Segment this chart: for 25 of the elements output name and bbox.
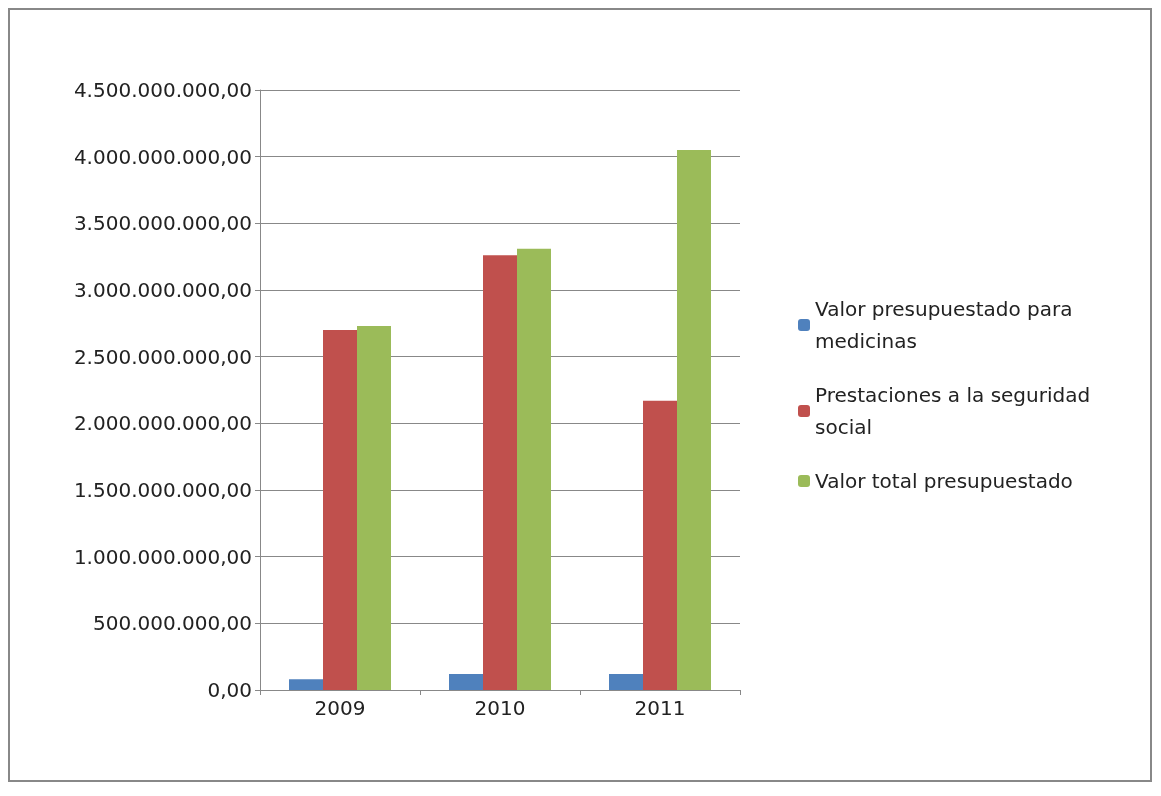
y-tick-label: 2.500.000.000,00: [73, 344, 252, 369]
x-tick-label: 2009: [314, 696, 366, 720]
y-tick-label: 3.500.000.000,00: [73, 211, 252, 236]
y-tick-label: 1.000.000.000,00: [73, 544, 252, 569]
y-tick-label: 0,00: [207, 678, 252, 702]
bar: [323, 330, 357, 690]
bar: [483, 255, 517, 690]
y-tick-label: 4.500.000.000,00: [73, 78, 252, 102]
x-tick-label: 2010: [474, 696, 526, 720]
y-tick-label: 4.000.000.000,00: [73, 144, 252, 169]
bar: [357, 326, 391, 690]
legend-label: Valor total presupuestado: [815, 469, 1073, 493]
bar: [677, 150, 711, 690]
y-tick-label: 3.000.000.000,00: [73, 278, 252, 302]
y-tick-label: 1.500.000.000,00: [73, 478, 252, 502]
bar: [643, 400, 677, 690]
x-tick-label: 2011: [634, 696, 686, 720]
legend-label: Prestaciones a la seguridad social: [815, 383, 1097, 439]
y-tick-label: 2.000.000.000,00: [73, 411, 252, 436]
bar: [517, 248, 551, 690]
bar: [449, 674, 483, 690]
y-tick-label: 500.000.000,00: [92, 611, 252, 636]
bar: [609, 674, 643, 690]
legend-label: Valor presupuestado para medicinas: [815, 297, 1079, 353]
bar: [289, 679, 323, 690]
